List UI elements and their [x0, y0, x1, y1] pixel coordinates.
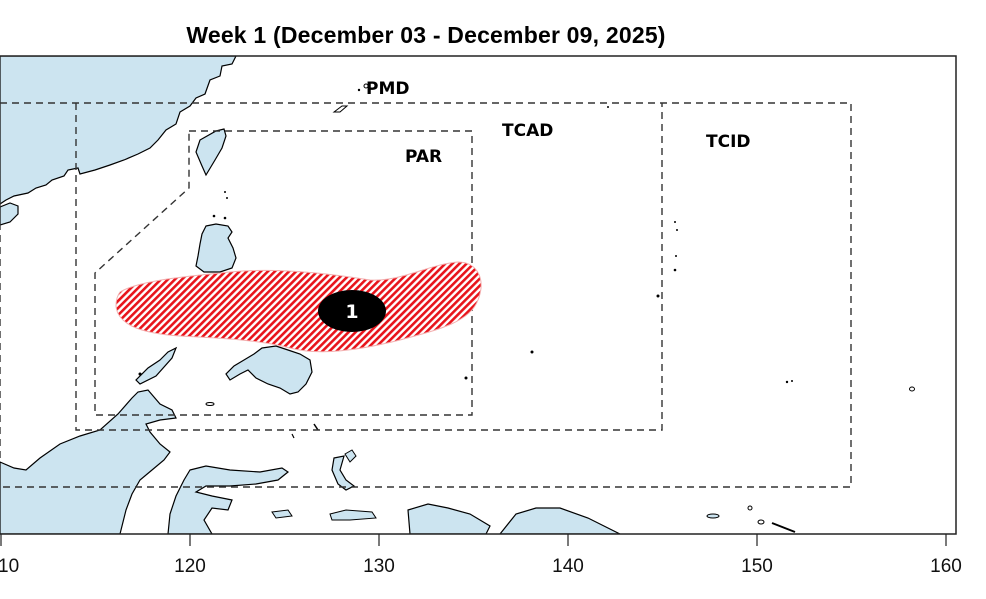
sulawesi-island: [167, 465, 290, 534]
x-axis-ticks: [0, 534, 947, 546]
par-boundary: [94, 130, 473, 416]
region-label-tcad: TCAD: [502, 121, 554, 141]
halmahera-island: [331, 455, 356, 491]
island-seram: [329, 509, 377, 521]
x-tick-label: 120: [174, 556, 206, 577]
palawan-island: [135, 346, 178, 385]
threat-area-1: [115, 261, 482, 353]
region-label-par: PAR: [405, 147, 443, 167]
new-guinea-island: [499, 507, 621, 534]
pmd-boundary: [0, 102, 852, 488]
x-tick-label: 110: [0, 556, 20, 577]
tcad-boundary: [75, 103, 663, 431]
mindanao-island: [225, 345, 313, 395]
map-frame: [0, 55, 957, 535]
threat-marker-1: [318, 290, 386, 332]
x-tick-label: 150: [741, 556, 773, 577]
x-tick-label: 160: [930, 556, 962, 577]
island-buru: [271, 509, 293, 519]
borneo-island: [0, 389, 177, 534]
taiwan-island: [195, 128, 227, 177]
new-guinea-island-west: [407, 503, 491, 534]
x-tick-label: 130: [363, 556, 395, 577]
region-label-tcid: TCID: [706, 132, 751, 152]
luzon-island: [195, 223, 237, 273]
threat-area-1-label: 1: [345, 301, 359, 323]
land-masses: [0, 56, 915, 534]
region-label-pmd: PMD: [366, 79, 410, 99]
small-island: [344, 449, 357, 463]
x-tick-label: 140: [552, 556, 584, 577]
hainan-island: [0, 202, 19, 226]
china-landmass: [0, 56, 237, 205]
map-title: Week 1 (December 03 - December 09, 2025): [186, 22, 666, 48]
